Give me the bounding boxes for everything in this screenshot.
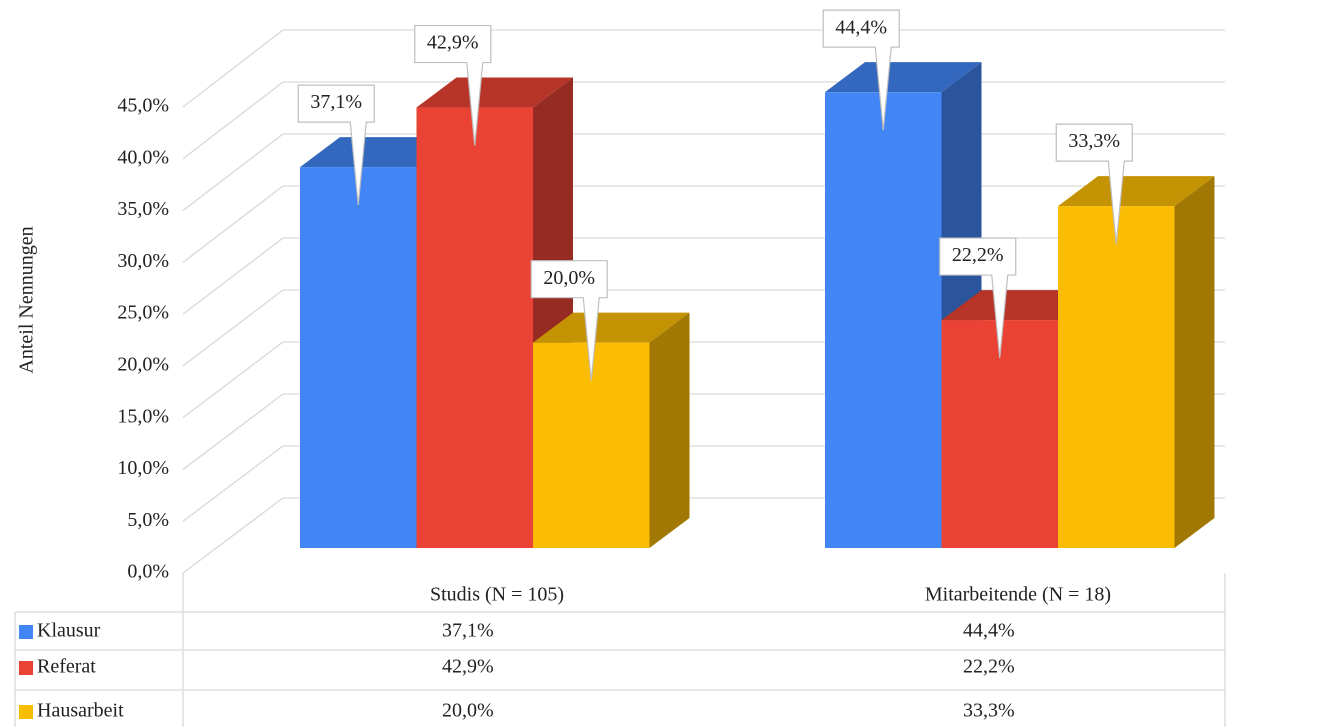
x-tick-label: Studis (N = 105) xyxy=(430,584,564,606)
legend-label: Referat xyxy=(37,656,96,678)
bar xyxy=(416,107,533,548)
y-tick-label: 0,0% xyxy=(127,561,169,583)
data-label: 37,1% xyxy=(310,91,362,113)
bar-top xyxy=(825,62,982,93)
y-tick-label: 10,0% xyxy=(117,457,169,479)
data-label-callout xyxy=(1055,123,1133,245)
bar xyxy=(300,167,417,548)
legend-swatch xyxy=(19,661,33,675)
bar xyxy=(825,92,942,548)
data-label-callout xyxy=(414,24,492,146)
data-label: 33,3% xyxy=(1068,130,1120,152)
legend-label: Hausarbeit xyxy=(37,700,124,722)
y-tick-label: 20,0% xyxy=(117,353,169,375)
legend-swatch xyxy=(19,625,33,639)
legend-label: Klausur xyxy=(37,620,101,642)
grid-line xyxy=(182,445,284,522)
bar-top xyxy=(1058,176,1215,207)
data-label-callout xyxy=(297,84,375,206)
data-label: 44,4% xyxy=(835,16,887,38)
data-label-callout xyxy=(939,237,1017,359)
table-cell: 20,0% xyxy=(442,700,494,722)
y-tick-label: 35,0% xyxy=(117,198,169,220)
legend-swatch xyxy=(19,705,33,719)
table-cell: 44,4% xyxy=(963,620,1015,642)
y-tick-label: 5,0% xyxy=(127,509,169,531)
data-label-callout xyxy=(530,260,608,381)
table-cell: 42,9% xyxy=(442,656,494,678)
x-tick-label: Mitarbeitende (N = 18) xyxy=(925,584,1111,606)
data-label: 20,0% xyxy=(543,267,595,289)
bar-side xyxy=(1174,176,1215,548)
grid-line xyxy=(182,341,284,419)
y-axis-label: Anteil Nennungen xyxy=(16,226,38,373)
grid-line xyxy=(182,81,284,160)
bar-top xyxy=(533,312,690,343)
grid-line xyxy=(182,497,284,574)
table-cell: 37,1% xyxy=(442,620,494,642)
data-label-callout xyxy=(822,9,900,131)
grid-line xyxy=(182,185,284,263)
table-cell: 22,2% xyxy=(963,656,1015,678)
y-tick-label: 30,0% xyxy=(117,250,169,272)
data-label: 22,2% xyxy=(952,244,1004,266)
data-label: 42,9% xyxy=(427,32,479,54)
bar-side xyxy=(649,312,690,548)
grid-line xyxy=(182,133,284,212)
y-tick-label: 15,0% xyxy=(117,405,169,427)
bar-top xyxy=(416,77,573,108)
grid-line xyxy=(182,29,284,108)
bar xyxy=(1058,206,1175,548)
table-cell: 33,3% xyxy=(963,700,1015,722)
grid-line xyxy=(182,237,284,315)
grid-line xyxy=(182,393,284,470)
y-tick-label: 25,0% xyxy=(117,302,169,324)
y-tick-label: 45,0% xyxy=(117,95,169,117)
y-tick-label: 40,0% xyxy=(117,146,169,168)
grid-line xyxy=(182,289,284,367)
